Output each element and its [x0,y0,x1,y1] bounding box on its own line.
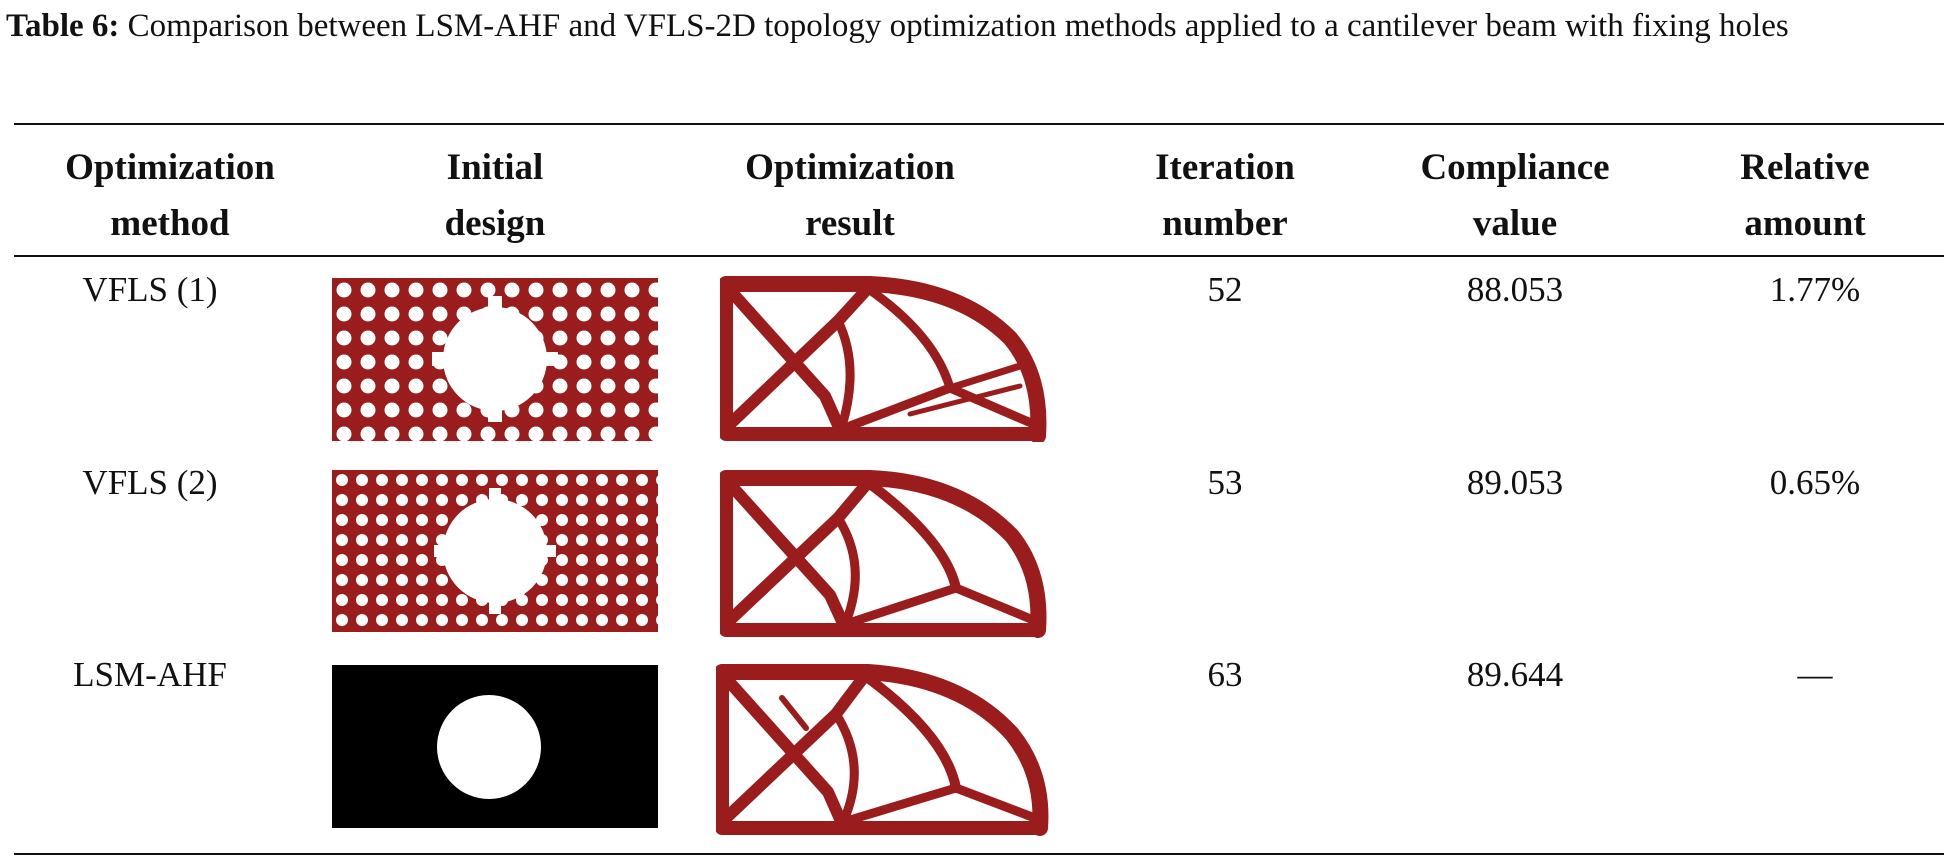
table-bottom-rule [14,853,1944,855]
table-header-rule [14,255,1944,257]
caption-label: Table 6: [6,8,120,44]
header-initial-design: Initial design [444,147,546,244]
header-method: Optimization method [65,147,275,244]
header-iteration-number: Iteration number [1155,147,1295,244]
row2-iterations: 53 [1207,463,1243,502]
row2-compliance: 89.053 [1466,463,1564,502]
vfls2-initial-design-image [332,470,658,632]
row3-iterations: 63 [1207,655,1243,694]
row3-compliance: 89.644 [1466,655,1564,694]
vfls2-optimization-result-image [720,470,1047,638]
header-relative-amount: Relative amount [1740,147,1870,244]
caption-text: Comparison between LSM-AHF and VFLS-2D t… [127,8,1789,44]
lsm-ahf-initial-design-image [332,665,658,828]
vfls1-optimization-result-image [720,276,1047,442]
header-optimization-result: Optimization result [745,147,955,244]
row2-relative: 0.65% [1769,463,1861,502]
header-compliance-value: Compliance value [1420,147,1610,244]
row1-method: VFLS (1) [82,270,218,309]
row1-compliance: 88.053 [1466,270,1564,309]
table-caption: Table 6: Comparison between LSM-AHF and … [6,4,1946,48]
lsm-ahf-optimization-result-image [716,664,1049,836]
vfls1-initial-design-image [332,278,658,441]
table-top-rule [14,123,1944,125]
row2-method: VFLS (2) [82,463,218,502]
row1-iterations: 52 [1207,270,1243,309]
row3-method: LSM-AHF [73,655,227,694]
row3-relative: — [1797,655,1833,694]
row1-relative: 1.77% [1769,270,1861,309]
